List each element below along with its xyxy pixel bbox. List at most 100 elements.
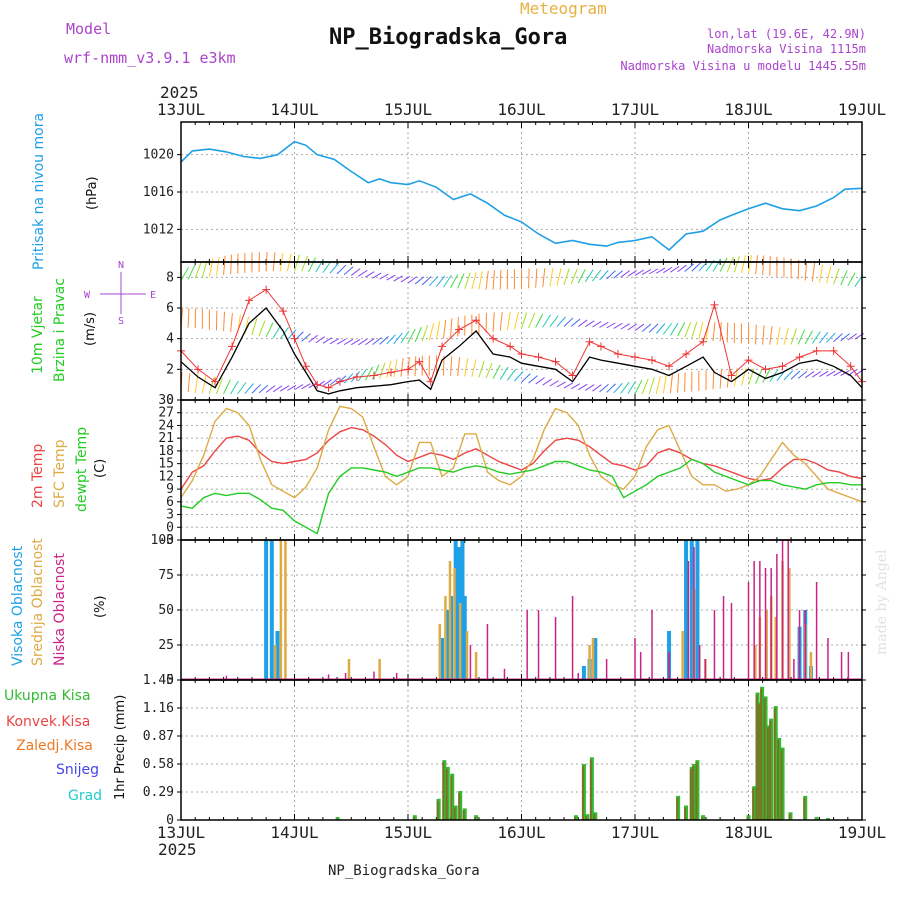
wind-barb	[528, 375, 538, 384]
wind-barb	[712, 369, 715, 390]
precip-bar-conv	[752, 788, 755, 820]
wind-barb	[329, 262, 339, 274]
precip-snow-title: Snijeg	[56, 762, 99, 778]
mid-cloud-title: Srednja Oblacnost	[30, 538, 46, 666]
ytick-label: 1016	[143, 185, 174, 200]
mid-cloud-bar	[284, 540, 287, 680]
wind-barb	[811, 262, 816, 282]
wind-gust-point	[194, 365, 203, 374]
ytick-label: 0.87	[143, 729, 174, 744]
precip-bar	[825, 818, 830, 820]
dewpoint-line	[180, 458, 862, 535]
wind-barb	[216, 378, 223, 394]
wind-barb	[755, 255, 759, 275]
wind-barb	[570, 383, 581, 390]
precip-bar-conv	[453, 807, 456, 820]
wind-barb	[365, 338, 375, 346]
wind-barb	[563, 317, 574, 327]
wind-barb	[762, 325, 765, 345]
mid-cloud-bar	[273, 645, 277, 680]
low-cloud-bar	[781, 540, 784, 680]
wind-barb	[585, 320, 595, 328]
precip-bar-conv	[474, 817, 477, 820]
ytick-label: 3	[166, 508, 174, 523]
wind-barb	[457, 357, 461, 376]
wind-barb	[280, 385, 290, 392]
xtick-label-bottom: 17JUL	[611, 823, 659, 842]
precip-hail-title: Grad	[68, 788, 102, 804]
ytick-label: 50	[158, 603, 174, 618]
wind-barb	[528, 312, 536, 329]
ytick-label: -3	[158, 533, 174, 548]
xtick-label-bottom: 16JUL	[497, 823, 545, 842]
wind-barb	[215, 257, 220, 276]
ytick-label: 12	[158, 469, 174, 484]
low-cloud-title: Niska Oblacnost	[52, 553, 68, 666]
pressure-title: Pritisak na nivou mora	[31, 113, 47, 270]
wind-barb	[748, 255, 752, 274]
wind-barb	[599, 383, 609, 393]
wind-barb	[499, 269, 502, 290]
low-cloud-bar	[486, 624, 489, 680]
wind-barb	[379, 335, 389, 345]
wind-gust-point	[455, 325, 464, 334]
wind-gust-point	[426, 377, 435, 386]
wind-barb	[570, 318, 581, 327]
wind-barb	[819, 332, 829, 344]
low-cloud-bar	[770, 568, 772, 680]
wind-barb	[606, 322, 616, 329]
wind-barb	[847, 272, 856, 287]
high-cloud-bar	[695, 540, 700, 680]
wind-unit: (m/s)	[83, 312, 98, 346]
wind-barb	[187, 264, 196, 280]
wind-barb	[265, 322, 274, 338]
wind-barb	[563, 382, 573, 389]
xtick-label-bottom: 15JUL	[384, 823, 432, 842]
ytick-label: 15	[158, 457, 174, 472]
ytick-label: 25	[158, 638, 174, 653]
wind-gust-point	[699, 337, 708, 346]
meteogram-label: Meteogram	[520, 0, 607, 18]
wind-barb	[677, 264, 687, 273]
wind-gust-point	[846, 362, 855, 371]
precip-bar-conv	[581, 766, 584, 820]
wind-barb	[648, 323, 659, 333]
wind-barb	[343, 373, 354, 384]
wind-barb	[442, 319, 447, 339]
wind-gust-point	[727, 371, 736, 380]
precip-conv-title: Konvek.Kisa	[6, 714, 90, 730]
xtick-label-top: 19JUL	[838, 100, 886, 119]
low-cloud-bar	[554, 617, 557, 680]
high-cloud-bar	[264, 540, 269, 680]
high-cloud-title: Visoka Oblacnost	[10, 545, 26, 666]
low-cloud-bar	[804, 610, 806, 680]
wind-barb	[556, 381, 566, 388]
ytick-label: 100	[151, 533, 174, 548]
wind-gust-point	[551, 357, 560, 366]
wind-barb	[641, 378, 649, 395]
wind-barb	[726, 368, 731, 388]
low-cloud-bar	[787, 540, 789, 680]
wind-barb	[485, 312, 488, 333]
wind-barb	[478, 271, 483, 290]
temp2m-title: 2m Temp	[30, 444, 46, 508]
wind-barb	[514, 371, 524, 382]
wind-barb	[762, 255, 765, 275]
wind-barb	[329, 377, 340, 386]
high-cloud-bar	[275, 631, 280, 680]
wind-barb	[287, 329, 297, 341]
wind-barb	[464, 272, 471, 289]
svg-text:W: W	[84, 290, 91, 301]
xtick-label-top: 13JUL	[157, 100, 205, 119]
wind-barb	[343, 266, 354, 276]
mid-cloud-bar	[448, 561, 452, 680]
wind-barb	[634, 269, 645, 276]
wind-barb	[804, 370, 815, 379]
wind-barb	[301, 333, 311, 342]
temp2m-line	[180, 426, 863, 490]
wind-barb	[393, 359, 398, 378]
wind-barb	[450, 274, 459, 289]
wind-barb	[826, 332, 836, 343]
ytick-label: 1012	[143, 222, 174, 237]
wind-barb	[308, 257, 316, 272]
